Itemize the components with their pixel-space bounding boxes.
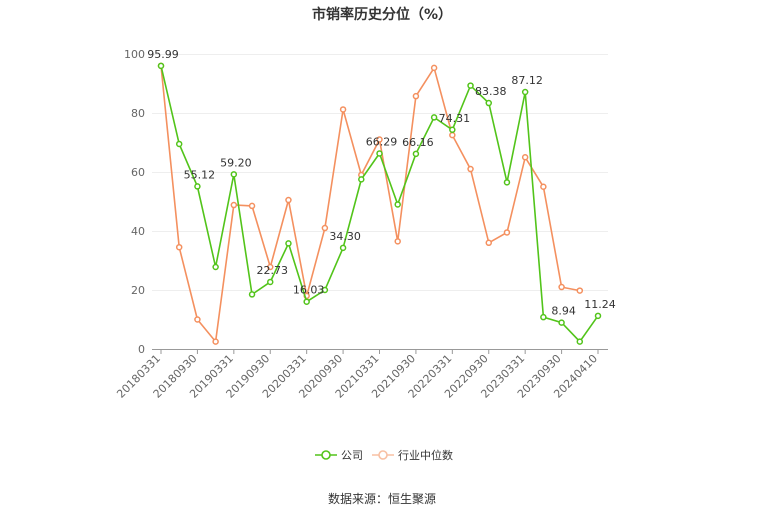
data-label: 34.30 <box>329 230 361 243</box>
legend-marker <box>321 450 331 460</box>
data-point[interactable] <box>194 316 201 323</box>
y-tick-label: 60 <box>131 166 145 179</box>
legend-label: 行业中位数 <box>398 448 453 462</box>
data-point[interactable] <box>594 312 602 320</box>
data-point[interactable] <box>248 291 256 298</box>
grid-lines <box>152 54 608 291</box>
data-point[interactable] <box>321 224 329 232</box>
legend-marker <box>378 450 388 460</box>
source-note: 数据来源：恒生聚源 <box>328 491 436 506</box>
legend[interactable]: 公司 行业中位数 <box>315 448 453 462</box>
data-point[interactable] <box>503 229 511 236</box>
data-labels: 95.99 55.12 59.20 22.73 16.03 34.30 66.29 66.16… <box>147 48 616 318</box>
data-point[interactable] <box>521 154 529 161</box>
data-point[interactable] <box>412 150 420 158</box>
data-label: 66.16 <box>402 136 434 149</box>
data-label: 87.12 <box>511 74 543 87</box>
data-point[interactable] <box>394 201 401 208</box>
data-point[interactable] <box>267 278 274 286</box>
data-point[interactable] <box>503 179 511 186</box>
data-label: 8.94 <box>551 305 576 318</box>
data-point[interactable] <box>358 176 365 183</box>
data-point[interactable] <box>394 238 401 245</box>
data-point[interactable] <box>194 183 201 190</box>
data-point[interactable] <box>449 126 456 134</box>
data-label: 16.03 <box>293 284 325 297</box>
y-axis-ticks: 0 20 40 60 80 100 <box>124 48 145 356</box>
data-point[interactable] <box>230 201 238 209</box>
legend-item-0[interactable]: 公司 <box>315 449 363 462</box>
data-point[interactable] <box>467 165 474 173</box>
data-point[interactable] <box>576 338 584 345</box>
y-tick-label: 80 <box>131 107 145 120</box>
data-point[interactable] <box>485 99 492 107</box>
legend-label: 公司 <box>341 449 363 462</box>
series-line <box>160 65 599 343</box>
series-0 <box>157 62 602 345</box>
data-point[interactable] <box>430 64 438 72</box>
data-point[interactable] <box>485 239 492 247</box>
data-label: 66.29 <box>366 135 398 148</box>
data-point[interactable] <box>157 62 165 70</box>
series-1 <box>157 62 584 345</box>
data-label: 55.12 <box>184 168 216 181</box>
data-label: 22.73 <box>257 264 289 277</box>
data-point[interactable] <box>558 319 565 326</box>
data-label: 74.31 <box>439 112 471 125</box>
data-point[interactable] <box>175 243 183 251</box>
data-point[interactable] <box>321 286 329 294</box>
data-point[interactable] <box>339 106 347 113</box>
data-point[interactable] <box>212 263 219 271</box>
data-label: 95.99 <box>147 48 179 61</box>
y-tick-label: 0 <box>138 343 145 356</box>
data-label: 59.20 <box>220 156 252 169</box>
y-tick-label: 20 <box>131 284 145 297</box>
legend-item-1[interactable]: 行业中位数 <box>372 448 453 462</box>
y-tick-label: 40 <box>131 225 145 238</box>
data-point[interactable] <box>339 244 347 252</box>
x-axis-ticks: 2018033120180930201903312019093020200331… <box>114 349 600 401</box>
data-point[interactable] <box>412 92 420 100</box>
series-line <box>160 65 580 344</box>
data-point[interactable] <box>558 283 565 291</box>
data-point[interactable] <box>376 150 383 157</box>
data-point[interactable] <box>467 82 474 89</box>
data-point[interactable] <box>230 171 238 178</box>
y-tick-label: 100 <box>124 48 145 61</box>
data-point[interactable] <box>430 114 438 121</box>
data-point[interactable] <box>540 313 547 321</box>
data-point[interactable] <box>248 202 256 210</box>
data-label: 83.38 <box>475 85 507 98</box>
series-group <box>157 62 602 345</box>
chart-title: 市销率历史分位（%） <box>312 6 452 23</box>
data-point[interactable] <box>449 131 456 139</box>
data-point[interactable] <box>285 240 292 247</box>
data-point[interactable] <box>576 287 584 294</box>
data-point[interactable] <box>521 88 529 96</box>
data-point[interactable] <box>285 196 292 204</box>
data-point[interactable] <box>175 140 183 148</box>
data-point[interactable] <box>540 183 547 190</box>
data-point[interactable] <box>212 338 219 345</box>
data-point[interactable] <box>376 136 383 143</box>
data-label: 11.24 <box>584 298 616 311</box>
data-point[interactable] <box>303 298 310 305</box>
data-point[interactable] <box>267 263 274 271</box>
